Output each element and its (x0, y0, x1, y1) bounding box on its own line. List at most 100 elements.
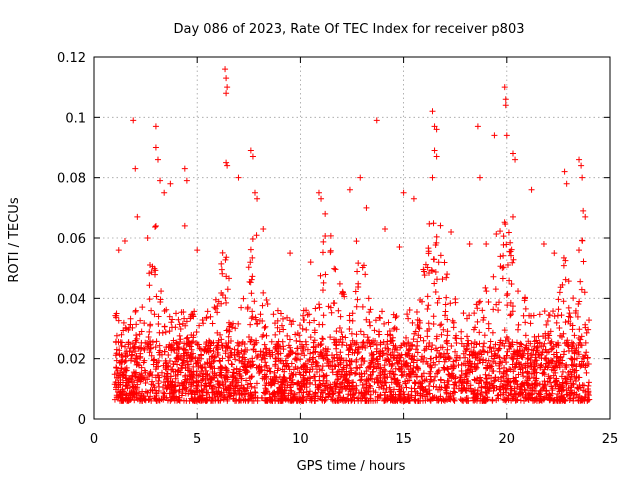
data-point (571, 350, 578, 357)
data-point (222, 295, 229, 302)
data-point (343, 385, 350, 392)
data-point (441, 259, 448, 266)
data-point (361, 370, 368, 377)
data-point (332, 363, 339, 370)
data-point (438, 321, 445, 328)
data-point (141, 320, 148, 327)
data-point (375, 379, 382, 386)
data-point (320, 312, 327, 319)
data-point (360, 262, 367, 269)
data-point (186, 371, 193, 378)
data-point (443, 294, 450, 301)
data-point (337, 373, 344, 380)
data-point (218, 389, 225, 396)
data-point (536, 311, 543, 318)
data-point (410, 195, 417, 202)
data-point (219, 270, 226, 277)
data-point (382, 389, 389, 396)
data-point (573, 355, 580, 362)
data-point (495, 347, 502, 354)
data-point (415, 324, 422, 331)
data-point (476, 357, 483, 364)
data-point (300, 372, 307, 379)
data-point (257, 311, 264, 318)
data-point (464, 340, 471, 347)
data-point (485, 325, 492, 332)
data-point (224, 286, 231, 293)
data-point (133, 321, 140, 328)
data-point (335, 307, 342, 314)
data-point (530, 374, 537, 381)
data-point (387, 351, 394, 358)
data-point (373, 117, 380, 124)
data-point (211, 304, 218, 311)
data-point (298, 341, 305, 348)
data-point (271, 369, 278, 376)
data-point (147, 322, 154, 329)
data-point (419, 373, 426, 380)
data-point (155, 313, 162, 320)
data-point (215, 352, 222, 359)
data-point (158, 288, 165, 295)
data-point (384, 331, 391, 338)
data-point (118, 352, 125, 359)
data-point (113, 357, 120, 364)
data-point (402, 380, 409, 387)
data-point (510, 393, 517, 400)
data-point (247, 363, 254, 370)
data-point (497, 383, 504, 390)
data-point (148, 307, 155, 314)
data-point (446, 355, 453, 362)
data-point (502, 397, 509, 404)
data-point (118, 331, 125, 338)
data-point (561, 168, 568, 175)
data-point (277, 350, 284, 357)
data-point (182, 376, 189, 383)
data-point (175, 316, 182, 323)
y-tick-label: 0.02 (57, 353, 86, 368)
data-point (161, 308, 168, 315)
data-point (274, 307, 281, 314)
data-point (151, 265, 158, 272)
data-point (314, 368, 320, 375)
data-point (190, 334, 197, 341)
data-point (252, 314, 259, 321)
data-point (456, 354, 463, 361)
data-point (576, 298, 583, 305)
data-point (475, 380, 482, 387)
data-point (580, 258, 587, 265)
data-point (527, 320, 534, 327)
data-point (555, 296, 562, 303)
data-point (358, 390, 365, 397)
data-point (236, 357, 243, 364)
data-point (548, 366, 555, 373)
data-point (126, 375, 133, 382)
data-point (519, 370, 526, 377)
data-point (433, 126, 440, 133)
data-point (118, 365, 125, 372)
y-tick-label: 0.06 (57, 232, 86, 247)
data-point (483, 288, 490, 295)
data-point (469, 352, 476, 359)
data-point (304, 311, 311, 318)
data-point (507, 299, 514, 306)
data-point (230, 369, 237, 376)
data-point (527, 359, 534, 366)
data-point (461, 384, 468, 391)
data-point (462, 396, 469, 403)
data-point (141, 346, 148, 353)
data-point (431, 280, 438, 287)
data-point (379, 308, 386, 315)
data-point (413, 346, 420, 353)
data-point (206, 360, 213, 367)
data-point (218, 336, 225, 343)
data-point (113, 374, 120, 381)
data-point (569, 380, 576, 387)
data-point (510, 375, 517, 382)
data-point (509, 303, 516, 310)
data-point (278, 382, 285, 389)
data-point (157, 177, 164, 184)
data-point (333, 382, 340, 389)
data-point (474, 375, 481, 382)
data-point (424, 391, 431, 398)
